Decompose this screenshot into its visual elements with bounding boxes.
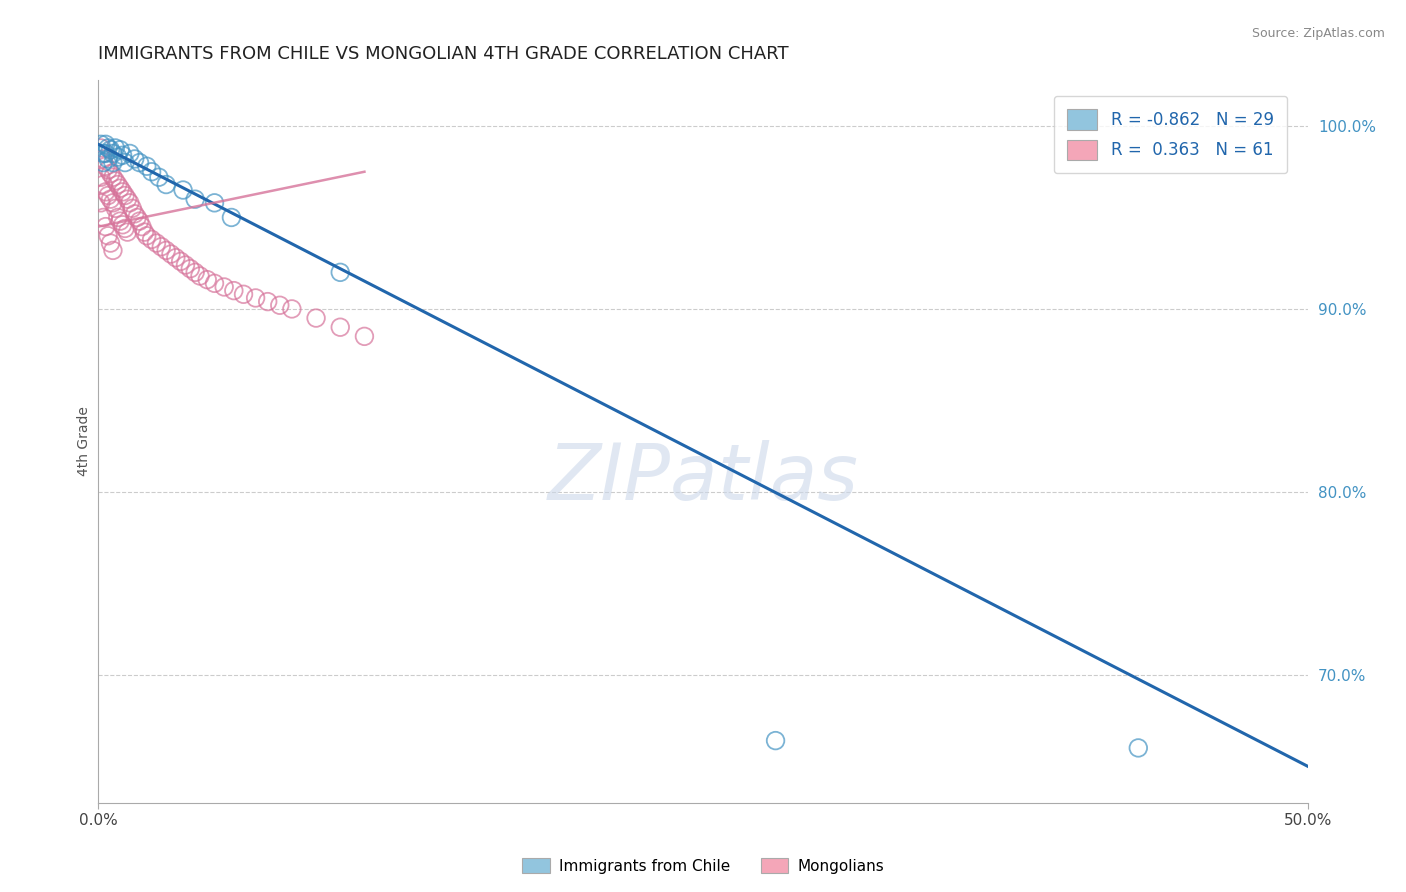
Point — [269, 298, 291, 312]
Point — [90, 141, 112, 155]
Point — [155, 178, 177, 192]
Point — [221, 211, 243, 225]
Point — [114, 221, 136, 235]
Point — [97, 188, 120, 202]
Point — [97, 141, 120, 155]
Point — [111, 185, 134, 199]
Point — [108, 214, 131, 228]
Legend: R = -0.862   N = 29, R =  0.363   N = 61: R = -0.862 N = 29, R = 0.363 N = 61 — [1054, 95, 1286, 173]
Point — [118, 146, 141, 161]
Text: IMMIGRANTS FROM CHILE VS MONGOLIAN 4TH GRADE CORRELATION CHART: IMMIGRANTS FROM CHILE VS MONGOLIAN 4TH G… — [98, 45, 789, 63]
Point — [94, 185, 117, 199]
Point — [108, 181, 131, 195]
Point — [155, 244, 177, 258]
Point — [107, 211, 129, 225]
Point — [184, 192, 207, 206]
Point — [222, 284, 245, 298]
Point — [329, 320, 352, 334]
Point — [100, 167, 122, 181]
Point — [188, 268, 211, 283]
Point — [141, 165, 163, 179]
Point — [100, 192, 122, 206]
Point — [90, 170, 112, 185]
Point — [100, 143, 122, 157]
Point — [114, 188, 136, 202]
Point — [101, 244, 124, 258]
Point — [150, 240, 173, 254]
Y-axis label: 4th Grade: 4th Grade — [77, 407, 91, 476]
Point — [111, 148, 134, 162]
Text: Source: ZipAtlas.com: Source: ZipAtlas.com — [1251, 27, 1385, 40]
Point — [90, 137, 112, 152]
Point — [128, 155, 150, 169]
Point — [90, 195, 112, 210]
Point — [101, 146, 124, 161]
Point — [94, 137, 117, 152]
Legend: Immigrants from Chile, Mongolians: Immigrants from Chile, Mongolians — [516, 852, 890, 880]
Point — [212, 280, 235, 294]
Point — [353, 329, 375, 343]
Point — [124, 207, 146, 221]
Point — [101, 155, 124, 169]
Point — [124, 152, 146, 166]
Point — [184, 265, 207, 279]
Point — [121, 202, 143, 216]
Point — [107, 150, 129, 164]
Point — [135, 159, 157, 173]
Point — [128, 214, 150, 228]
Point — [111, 218, 134, 232]
Point — [765, 733, 787, 747]
Point — [160, 247, 183, 261]
Point — [114, 155, 136, 169]
Point — [281, 301, 304, 316]
Point — [256, 294, 278, 309]
Point — [101, 195, 124, 210]
Point — [165, 251, 187, 265]
Point — [97, 228, 120, 243]
Point — [204, 195, 226, 210]
Point — [104, 202, 127, 216]
Point — [134, 225, 156, 239]
Point — [108, 143, 131, 157]
Point — [107, 178, 129, 192]
Point — [91, 152, 114, 166]
Point — [94, 219, 117, 234]
Point — [94, 159, 117, 173]
Point — [97, 152, 120, 166]
Point — [91, 146, 114, 161]
Point — [1128, 740, 1150, 755]
Point — [204, 277, 226, 291]
Point — [91, 178, 114, 192]
Point — [104, 141, 127, 155]
Text: ZIPatlas: ZIPatlas — [547, 440, 859, 516]
Point — [135, 228, 157, 243]
Point — [104, 174, 127, 188]
Point — [172, 183, 194, 197]
Point — [329, 265, 352, 279]
Point — [148, 170, 170, 185]
Point — [100, 236, 122, 251]
Point — [97, 162, 120, 177]
Point — [169, 254, 191, 268]
Point — [179, 261, 201, 276]
Point — [91, 155, 114, 169]
Point — [117, 225, 139, 239]
Point — [118, 195, 141, 210]
Point — [127, 211, 149, 225]
Point — [174, 258, 197, 272]
Point — [232, 287, 254, 301]
Point — [195, 273, 218, 287]
Point — [141, 232, 163, 246]
Point — [145, 236, 167, 251]
Point — [245, 291, 267, 305]
Point — [131, 219, 153, 234]
Point — [305, 311, 328, 326]
Point — [117, 192, 139, 206]
Point — [94, 146, 117, 161]
Point — [91, 211, 114, 225]
Point — [101, 170, 124, 185]
